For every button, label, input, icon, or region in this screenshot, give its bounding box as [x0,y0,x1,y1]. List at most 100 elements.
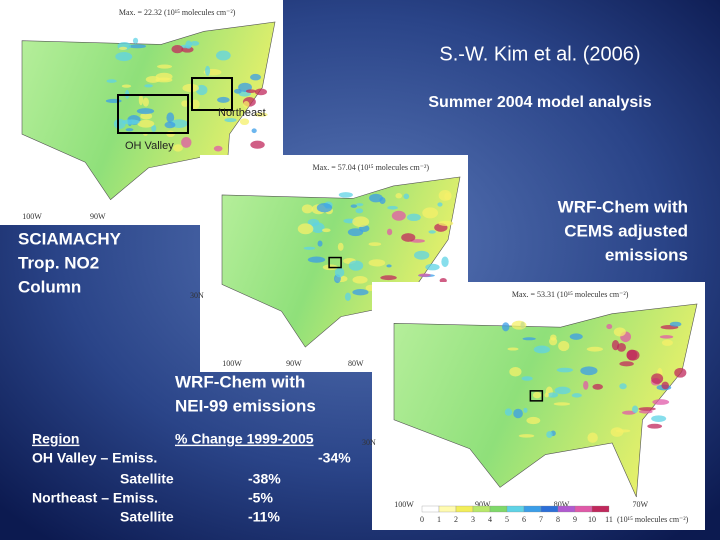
map-lon-label: 100W [22,212,42,221]
map-blob [181,100,189,107]
map-blob [521,376,533,381]
map-blob [511,320,527,330]
map-blob [239,118,250,126]
scale-tick-label: 4 [488,515,492,524]
map-blob [164,121,176,129]
map-blob [401,233,416,242]
map-blob [638,407,656,411]
map-blob [322,228,331,233]
label: Column [18,277,81,296]
map-blob [422,207,439,219]
map-blob [387,205,398,210]
region-box [191,77,233,111]
map-blob [352,276,368,284]
map-panel: Max. = 53.31 (10¹⁵ molecules cm⁻²)100W 90… [362,282,705,530]
map-blob [437,202,443,207]
map-lon-label: 80W [348,359,364,368]
map-blob [556,367,573,373]
map-blob [413,250,430,260]
map-blob [337,242,344,251]
map-blob [632,405,639,414]
map-blob [523,407,528,413]
map-blob [619,383,627,390]
region-box [117,94,189,134]
table-cell: Satellite [120,471,174,487]
map-blob [533,345,551,354]
map-blob [140,112,153,120]
label: SCIAMACHY [18,229,122,248]
map-blob [113,118,126,130]
map-panel: Max. = 22.32 (10¹⁵ molecules cm⁻²) 100W 90… [0,0,283,225]
map-blob [166,112,175,123]
table-cell: -11% [248,509,280,525]
scale-tick-label: 2 [454,515,458,524]
map-blob [549,337,558,346]
map-blob [136,108,155,115]
map-blob [428,230,436,234]
scale-tick-label: 5 [505,515,509,524]
scale-swatch [523,505,542,513]
map-blob [224,118,237,123]
map-blob [558,340,570,352]
map-blob [651,373,664,384]
scale-tick-label: 8 [556,515,560,524]
table-cell: Northeast – Emiss. [32,490,158,506]
table-cell: -34% [318,450,351,466]
scale-swatch [438,505,457,513]
map-blob [513,408,523,419]
map-blob [554,386,571,395]
scale-swatch [455,505,474,513]
map-blob [438,220,454,226]
map-blob [613,327,626,337]
map-blob [403,193,410,200]
region-label: Northeast [218,107,266,119]
map-blob [173,144,183,152]
table-cell: Satellite [120,509,174,525]
map-blob [222,110,230,118]
map-blob [217,96,230,103]
map-blob [348,260,364,271]
region-box [328,256,342,269]
map-blob [350,204,358,208]
map-blob [391,210,406,221]
map-blob [355,203,364,207]
label: emissions [605,245,688,264]
map-max-label: Max. = 57.04 (10¹⁵ molecules cm⁻²) [313,163,430,172]
map-blob [518,434,535,438]
map-blob [185,40,192,49]
map-blob [352,289,369,296]
map-blob [307,256,326,263]
region-label: OH Valley [125,140,174,152]
map-blob [297,223,314,235]
scale-swatch [472,505,491,513]
map-blob [144,84,153,88]
label: NEI-99 emissions [175,396,316,415]
map-blob [182,83,200,93]
map-blob [544,392,549,398]
table-cell: -38% [248,471,281,487]
scale-tick-label: 1 [437,515,441,524]
map-lat-label: 30N [362,438,376,447]
map-blob [441,256,449,268]
map-max-label: Max. = 22.32 (10¹⁵ molecules cm⁻²) [119,8,236,17]
scale-tick-label: 0 [420,515,424,524]
map-blob [243,101,250,108]
table-header: % Change 1999-2005 [175,431,314,447]
map-blob [190,41,200,46]
map-blob [652,399,670,405]
map-blob [307,218,320,227]
map-blob [661,339,673,346]
map-blob [569,333,583,340]
map-max-label: Max. = 53.31 (10¹⁵ molecules cm⁻²) [512,290,629,299]
map-lat-label: 30N [190,291,204,300]
map-blob [638,409,653,414]
region-box [529,390,544,402]
map-blob [105,98,122,104]
map-blob [674,367,687,378]
map-lon-label: 100W [394,500,414,509]
map-blob [659,335,674,339]
map-blob [587,432,598,443]
map-blob [250,140,265,149]
map-blob [509,367,522,377]
